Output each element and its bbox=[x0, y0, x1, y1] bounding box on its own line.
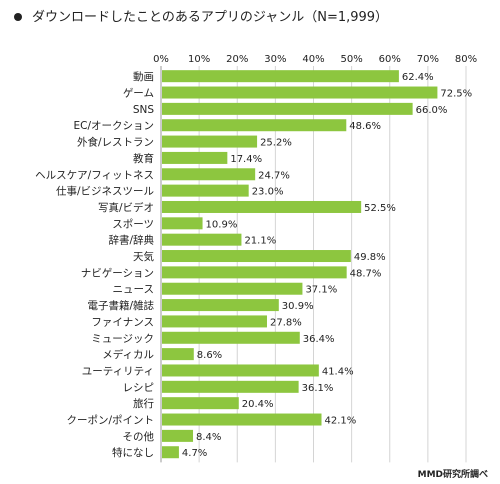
x-tick-label: 60% bbox=[379, 54, 401, 65]
bar bbox=[162, 266, 347, 279]
bar bbox=[162, 446, 179, 459]
chart-title-text: ダウンロードしたことのあるアプリのジャンル（N=1,999） bbox=[32, 10, 389, 25]
value-label: 8.6% bbox=[197, 350, 222, 361]
value-labels: 62.4% 72.5% 66.0% 48.6% 25.2% 17.4% 24.7% 23.0%… bbox=[182, 72, 472, 459]
category-label: 電子書籍/雑誌 bbox=[87, 299, 154, 312]
bar bbox=[162, 331, 300, 344]
value-label: 27.8% bbox=[270, 317, 302, 328]
value-label: 72.5% bbox=[440, 89, 472, 100]
value-label: 36.4% bbox=[303, 334, 335, 345]
category-label: 動画 bbox=[133, 70, 154, 83]
value-label: 66.0% bbox=[416, 105, 448, 116]
category-label: EC/オークション bbox=[73, 120, 154, 132]
value-label: 25.2% bbox=[260, 138, 292, 149]
category-label: ファイナンス bbox=[91, 316, 154, 328]
x-tick-label: 20% bbox=[226, 54, 248, 65]
bar bbox=[162, 70, 399, 83]
value-label: 17.4% bbox=[230, 154, 262, 165]
bar bbox=[162, 397, 239, 410]
value-label: 23.0% bbox=[252, 187, 284, 198]
x-tick-label: 50% bbox=[341, 54, 363, 65]
category-label: その他 bbox=[123, 430, 155, 443]
value-label: 8.4% bbox=[196, 432, 221, 443]
bar bbox=[162, 200, 362, 213]
x-axis-ticks: 0% 10% 20% 30% 40% 50% 60% 70% 80% bbox=[153, 54, 477, 65]
category-label: 外食/レストラン bbox=[77, 136, 154, 149]
bar bbox=[162, 86, 438, 99]
bar bbox=[162, 250, 351, 263]
bar bbox=[162, 151, 228, 164]
value-label: 52.5% bbox=[364, 203, 396, 214]
bar bbox=[162, 184, 249, 197]
category-label: 辞書/辞典 bbox=[108, 234, 154, 247]
category-label: ニュース bbox=[113, 284, 154, 296]
x-tick-label: 40% bbox=[302, 54, 324, 65]
category-label: ユーティリティ bbox=[82, 365, 154, 377]
value-label: 48.7% bbox=[350, 268, 382, 279]
value-label: 42.1% bbox=[325, 416, 357, 427]
bar bbox=[162, 413, 322, 426]
value-label: 48.6% bbox=[349, 121, 381, 132]
bar bbox=[162, 168, 256, 181]
value-label: 62.4% bbox=[402, 72, 434, 83]
bar bbox=[162, 429, 194, 442]
value-label: 20.4% bbox=[242, 399, 274, 410]
chart-title: ダウンロードしたことのあるアプリのジャンル（N=1,999） bbox=[8, 6, 388, 25]
bar bbox=[162, 119, 347, 132]
bar bbox=[162, 217, 203, 230]
category-label: レシピ bbox=[123, 382, 155, 394]
category-label: 特になし bbox=[112, 447, 154, 459]
value-label: 24.7% bbox=[258, 170, 290, 181]
x-tick-label: 10% bbox=[188, 54, 210, 65]
bars bbox=[162, 70, 438, 459]
category-label: ゲーム bbox=[123, 88, 154, 100]
value-label: 30.9% bbox=[282, 301, 314, 312]
category-label: 仕事/ビジネスツール bbox=[56, 185, 154, 198]
x-tick-label: 30% bbox=[264, 54, 286, 65]
bar bbox=[162, 380, 299, 393]
bar bbox=[162, 233, 242, 246]
x-tick-label: 0% bbox=[153, 54, 169, 65]
category-label: クーポン/ポイント bbox=[66, 415, 154, 427]
category-label: 天気 bbox=[133, 250, 154, 263]
category-label: ミュージック bbox=[91, 333, 154, 345]
source-note: MMD研究所調べ bbox=[417, 470, 488, 480]
category-label: 教育 bbox=[133, 152, 154, 165]
bar bbox=[162, 364, 319, 377]
value-label: 41.4% bbox=[322, 366, 354, 377]
bar bbox=[162, 299, 279, 312]
category-label: メディカル bbox=[102, 348, 154, 361]
value-label: 21.1% bbox=[244, 236, 276, 247]
category-label: ナビゲーション bbox=[81, 267, 154, 279]
value-label: 4.7% bbox=[182, 448, 207, 459]
category-label: 旅行 bbox=[133, 397, 154, 410]
value-label: 10.9% bbox=[206, 219, 238, 230]
category-label: SNS bbox=[133, 104, 155, 116]
bar bbox=[162, 135, 258, 148]
bar bbox=[162, 315, 267, 328]
x-tick-label: 70% bbox=[417, 54, 439, 65]
bar bbox=[162, 348, 194, 361]
value-label: 37.1% bbox=[305, 285, 337, 296]
category-label: 写真/ビデオ bbox=[98, 201, 154, 214]
value-label: 49.8% bbox=[354, 252, 386, 263]
bar bbox=[162, 102, 413, 115]
category-label: スポーツ bbox=[112, 218, 154, 230]
value-label: 36.1% bbox=[302, 383, 334, 394]
x-tick-label: 80% bbox=[455, 54, 477, 65]
category-label: ヘルスケア/フィットネス bbox=[35, 169, 154, 181]
bar bbox=[162, 282, 303, 295]
gridlines bbox=[160, 66, 467, 463]
bullet-icon bbox=[14, 13, 22, 21]
